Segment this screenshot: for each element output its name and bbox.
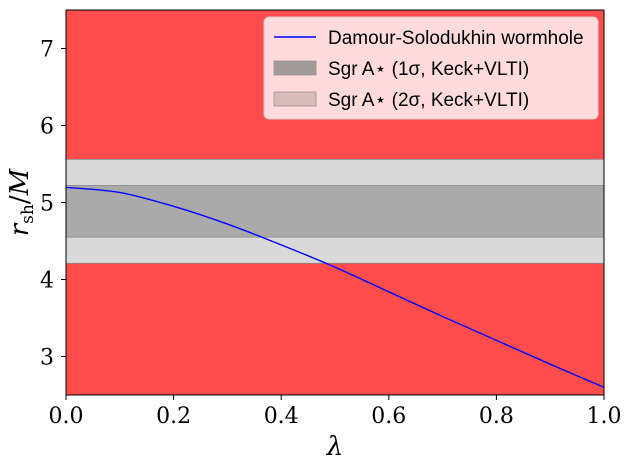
wormhole-curve-layer	[65, 186, 605, 388]
y-axis-title-over: /	[5, 195, 35, 204]
y-tick-label: 4	[40, 269, 54, 294]
y-axis-title: rsh/M	[5, 167, 38, 236]
legend-swatch-patch	[273, 91, 317, 107]
x-tick-label: 0.2	[156, 404, 191, 429]
legend-label: Damour-Solodukhin wormhole	[328, 28, 584, 49]
legend-swatch-patch	[273, 60, 317, 76]
legend: Damour-Solodukhin wormhole Sgr A⋆ (1σ, Ke…	[263, 16, 599, 120]
x-axis-title: λ	[326, 432, 343, 462]
legend-label: Sgr A⋆ (2σ, Keck+VLTI)	[328, 90, 529, 111]
x-tick-label: 1.0	[587, 404, 622, 429]
x-tick-label: 0.8	[479, 404, 514, 429]
series-line-wormhole	[65, 186, 605, 388]
x-axis: 0.0 0.2 0.4 0.6 0.8 1.0	[49, 395, 622, 429]
y-axis-title-m: M	[5, 167, 35, 196]
y-tick-label: 5	[40, 192, 54, 217]
x-tick-label: 0.4	[264, 404, 299, 429]
y-axis: 3 4 5 6 7	[40, 38, 66, 371]
x-tick-label: 0.6	[371, 404, 406, 429]
y-tick-label: 7	[40, 38, 54, 63]
legend-label: Sgr A⋆ (1σ, Keck+VLTI)	[328, 59, 529, 80]
legend-box	[263, 16, 599, 120]
y-axis-title-sub: sh	[18, 204, 38, 224]
y-tick-label: 6	[40, 115, 54, 140]
y-axis-title-r: r	[5, 222, 35, 236]
y-tick-label: 3	[40, 346, 54, 371]
constraint-bands	[66, 158, 604, 264]
x-tick-label: 0.0	[49, 404, 84, 429]
band-1sigma	[66, 185, 604, 238]
